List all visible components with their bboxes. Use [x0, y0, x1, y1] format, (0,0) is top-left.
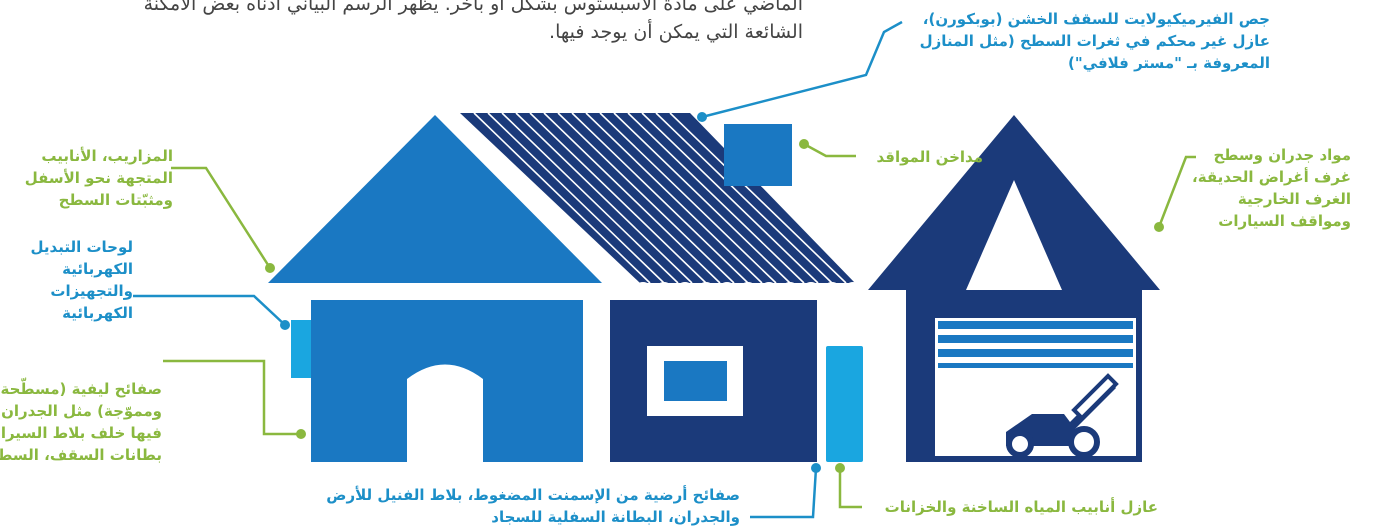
label-line: عازل أنابيب المياه الساخنة والخزانات	[884, 498, 1158, 516]
label-line: ومثبّتات السطح	[58, 191, 173, 209]
label-line: والجدران، البطانة السفلية للسجاد	[491, 508, 740, 526]
label-line: عازل غير محكم في ثغرات السطح (مثل المناز…	[919, 32, 1270, 50]
left-gable-roof	[268, 115, 602, 283]
label-sheds: مواد جدران وسطح غرف أغراض الحديقة، الغرف…	[1192, 144, 1351, 232]
label-line: ومواقف السيارات	[1218, 212, 1351, 230]
label-gutters: المزاريب، الأنابيب المتجهة نحو الأسفل وم…	[25, 145, 173, 211]
label-line: المزاريب، الأنابيب	[41, 147, 173, 165]
roof-ridges	[473, 112, 847, 284]
window-pane	[664, 361, 727, 401]
label-line: لوحات التبديل	[30, 238, 133, 256]
label-floor-sheets: صفائح أرضية من الإسمنت المضغوط، بلاط الف…	[326, 484, 740, 528]
label-line: صفائح أرضية من الإسمنت المضغوط، بلاط الف…	[326, 486, 740, 504]
intro-line-2: الشائعة التي يمكن أن يوجد فيها.	[549, 21, 803, 43]
chimney-flue	[724, 124, 792, 186]
leader-switchboards	[133, 294, 286, 326]
label-line: المعروفة بـ "مستر فلافي")	[1068, 54, 1270, 72]
intro-text: الماضي على مادة الأسبستوس بشكل أو بآخر. …	[144, 0, 803, 46]
label-flues: مداخن المواقد	[877, 146, 984, 168]
garage-gable-cutout	[966, 180, 1062, 290]
leader-gutters	[171, 166, 272, 269]
label-line: غرف أغراض الحديقة،	[1192, 168, 1351, 186]
leader-flues	[803, 142, 856, 158]
switchboard	[291, 320, 311, 378]
label-line: المتجهة نحو الأسفل	[24, 169, 173, 187]
label-pipes: عازل أنابيب المياه الساخنة والخزانات	[885, 496, 1158, 518]
label-line: مواد جدران وسطح	[1213, 146, 1351, 164]
label-line: صفائح ليفية (مسطّحة	[0, 380, 162, 398]
label-line: الكهربائية	[62, 260, 133, 278]
leader-fibre	[163, 359, 301, 436]
label-line: والتجهيزات	[50, 282, 133, 300]
hot-water-tank	[826, 346, 863, 462]
leader-lines	[133, 20, 1196, 519]
label-line: فيها خلف بلاط السيراميك)،	[0, 424, 162, 442]
label-roof-insulation: جص الفيرميكيولايت للسقف الخشن (بوبكورن)،…	[920, 8, 1270, 74]
label-fibre-sheets: صفائح ليفية (مسطّحة ومموّجة) مثل الجدران…	[0, 378, 162, 466]
label-line: مداخن المواقد	[876, 148, 984, 166]
leader-sheds	[1157, 155, 1196, 228]
corrugated-roof	[460, 113, 855, 283]
leader-floor	[750, 467, 818, 519]
leader-roof	[701, 20, 903, 119]
intro-line-1: الماضي على مادة الأسبستوس بشكل أو بآخر. …	[143, 0, 803, 15]
left-wall	[311, 300, 583, 462]
roof-scallops	[634, 282, 862, 300]
garage-door-slats	[938, 321, 1133, 368]
leader-dots	[265, 112, 1164, 473]
lawn-mower-icon	[1006, 373, 1119, 458]
label-line: بطانات السقف، السطوح	[0, 446, 162, 464]
label-switchboards: لوحات التبديل الكهربائية والتجهيزات الكه…	[31, 236, 133, 324]
label-line: الكهربائية	[62, 304, 133, 322]
leader-pipes	[838, 468, 862, 509]
label-line: جص الفيرميكيولايت للسقف الخشن (بوبكورن)،	[922, 10, 1270, 28]
label-line: الغرف الخارجية	[1237, 190, 1351, 208]
label-line: ومموّجة) مثل الجدران (بما	[0, 402, 162, 420]
